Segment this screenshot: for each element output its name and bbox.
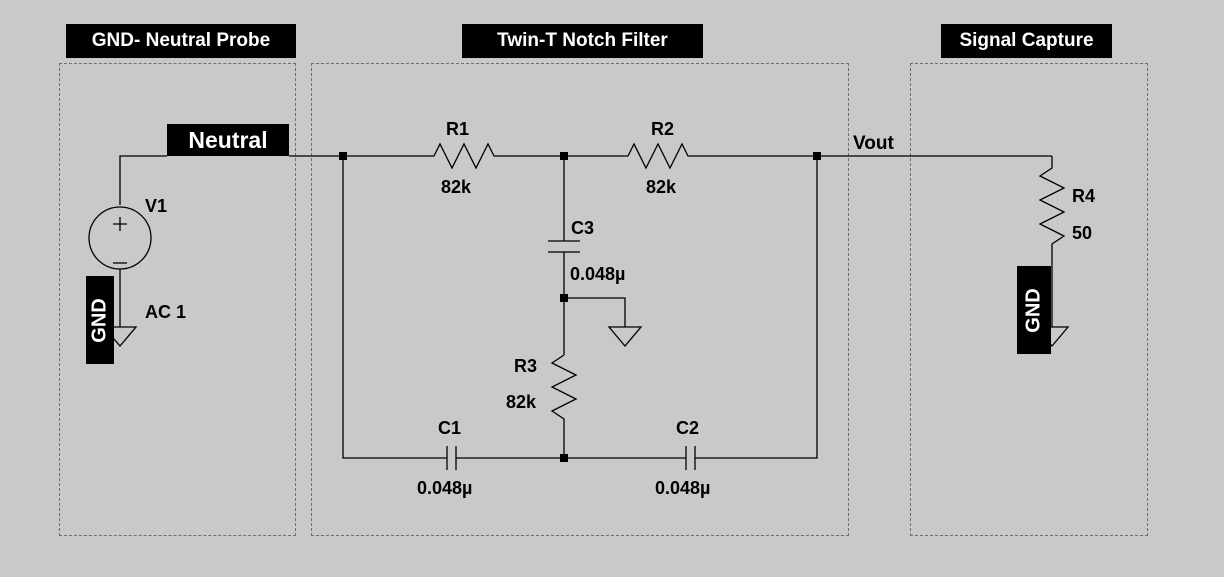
c3-name: C3 (571, 218, 594, 238)
r3-value: 82k (506, 392, 537, 412)
probe-section-box (59, 63, 296, 536)
r2-value: 82k (646, 177, 677, 197)
r1-name: R1 (446, 119, 469, 139)
gnd-load-label: GND (1017, 266, 1051, 354)
r2-name: R2 (651, 119, 674, 139)
c1-value: 0.048µ (417, 478, 472, 498)
c1-name: C1 (438, 418, 461, 438)
r4-value: 50 (1072, 223, 1092, 243)
capture-section-title: Signal Capture (941, 24, 1112, 58)
c2-value: 0.048µ (655, 478, 710, 498)
vout-label: Vout (853, 133, 894, 154)
v1-value: AC 1 (145, 302, 186, 322)
wires (88, 142, 1070, 470)
v1-name: V1 (145, 196, 167, 216)
probe-section-title: GND- Neutral Probe (66, 24, 296, 58)
r1-value: 82k (441, 177, 472, 197)
filter-section-title: Twin-T Notch Filter (462, 24, 703, 58)
gnd-load-text: GND (1022, 287, 1045, 333)
gnd-source-text: GND (88, 297, 111, 343)
r4-name: R4 (1072, 186, 1095, 206)
r3-name: R3 (514, 356, 537, 376)
junction-dots (339, 152, 821, 462)
c2-name: C2 (676, 418, 699, 438)
filter-section-box (311, 63, 849, 536)
capture-section-box (910, 63, 1148, 536)
c3-value: 0.048µ (570, 264, 625, 284)
gnd-source-label: GND (86, 276, 114, 364)
neutral-net-label: Neutral (167, 124, 289, 156)
